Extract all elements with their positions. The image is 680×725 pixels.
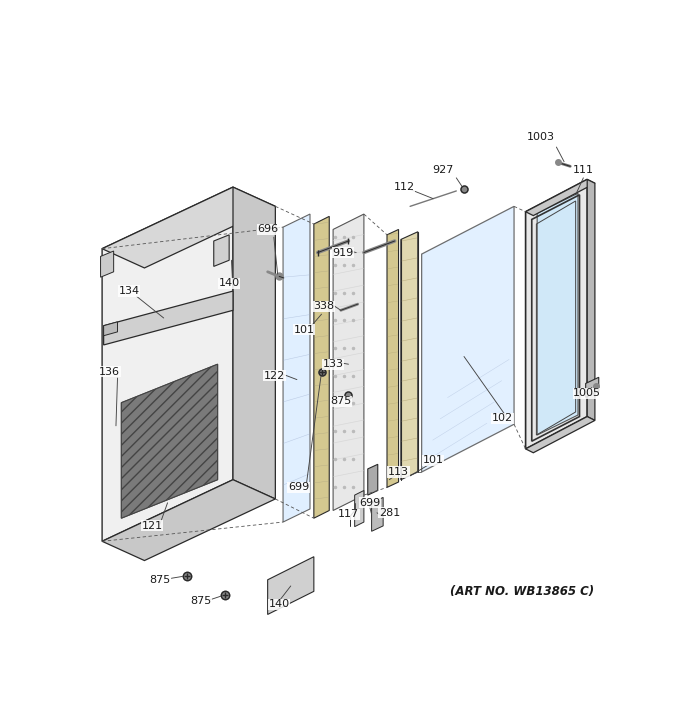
Text: 133: 133 [322, 359, 343, 369]
Text: 875: 875 [190, 597, 211, 606]
Text: 121: 121 [141, 521, 163, 531]
Polygon shape [233, 187, 275, 499]
Text: (ART NO. WB13865 C): (ART NO. WB13865 C) [449, 585, 594, 598]
Text: 112: 112 [393, 182, 415, 192]
Text: 101: 101 [293, 325, 314, 334]
Text: 875: 875 [149, 575, 171, 585]
Polygon shape [588, 179, 595, 420]
Polygon shape [526, 179, 595, 215]
Text: 117: 117 [338, 510, 359, 519]
Polygon shape [585, 377, 599, 397]
Polygon shape [103, 291, 233, 345]
Polygon shape [314, 216, 329, 518]
Polygon shape [283, 214, 310, 522]
Text: 927: 927 [432, 165, 454, 175]
Text: 699: 699 [360, 498, 381, 508]
Text: 136: 136 [99, 367, 120, 377]
Text: 111: 111 [573, 165, 594, 175]
Polygon shape [371, 497, 383, 531]
Polygon shape [537, 194, 578, 435]
Text: 101: 101 [423, 455, 443, 465]
Text: 1005: 1005 [573, 389, 601, 399]
Text: 113: 113 [388, 467, 409, 477]
Text: 875: 875 [330, 396, 352, 406]
Polygon shape [125, 370, 210, 512]
Text: 102: 102 [492, 413, 513, 423]
Text: 699: 699 [288, 482, 309, 492]
Text: 140: 140 [218, 278, 240, 289]
Text: 134: 134 [118, 286, 139, 296]
Polygon shape [401, 232, 418, 480]
Text: 1003: 1003 [527, 132, 555, 142]
Polygon shape [422, 207, 514, 472]
Text: 122: 122 [264, 370, 285, 381]
Polygon shape [268, 557, 314, 615]
Polygon shape [148, 402, 187, 442]
Polygon shape [103, 322, 118, 336]
Polygon shape [387, 229, 398, 487]
Text: 140: 140 [269, 600, 290, 610]
Text: 338: 338 [313, 302, 335, 312]
Polygon shape [526, 417, 595, 452]
Polygon shape [333, 214, 364, 510]
Polygon shape [368, 464, 378, 495]
Text: 696: 696 [257, 225, 278, 234]
Polygon shape [121, 364, 218, 518]
Polygon shape [355, 491, 364, 526]
Polygon shape [102, 480, 275, 560]
Polygon shape [526, 179, 588, 449]
Text: 919: 919 [333, 247, 354, 257]
Polygon shape [101, 251, 114, 277]
Polygon shape [121, 364, 218, 518]
Polygon shape [214, 235, 229, 266]
Polygon shape [102, 187, 275, 268]
Polygon shape [102, 187, 233, 542]
Text: 281: 281 [379, 507, 400, 518]
